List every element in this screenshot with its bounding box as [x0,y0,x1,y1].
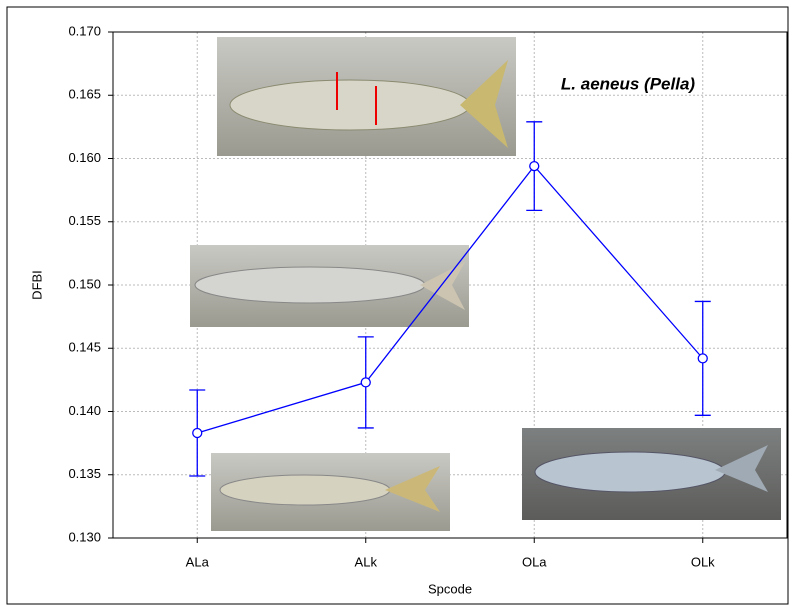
point [192,427,203,439]
fish-tail [715,445,768,492]
series-line [197,165,704,434]
y-axis-label: DFBI [29,270,44,300]
x-tick-label: ALa [186,554,210,569]
fish-shape [219,474,391,506]
y-tick-label: 0.165 [68,87,101,102]
y-tick-label: 0.160 [68,150,101,165]
y-tick-label: 0.130 [68,529,101,544]
x-tick-label: ALk [355,554,378,569]
fish-tail [460,60,508,148]
fish-shape [194,266,426,304]
point [529,160,540,172]
x-tick-label: OLa [522,554,547,569]
fish-shape [534,451,726,493]
y-tick-label: 0.150 [68,276,101,291]
fish-tail [420,262,465,310]
photos [190,37,781,531]
x-tick-label: OLk [691,554,715,569]
fish-tail [385,466,440,512]
point [360,377,371,388]
y-tick-label: 0.170 [68,23,101,38]
y-tick-label: 0.135 [68,466,101,481]
y-tick-label: 0.155 [68,213,101,228]
annotation: L. aeneus (Pella) [561,74,695,93]
point [697,353,708,364]
fish-shape [229,79,471,131]
y-tick-label: 0.145 [68,340,101,355]
y-tick-label: 0.140 [68,403,101,418]
x-axis-label: Spcode [428,581,472,596]
